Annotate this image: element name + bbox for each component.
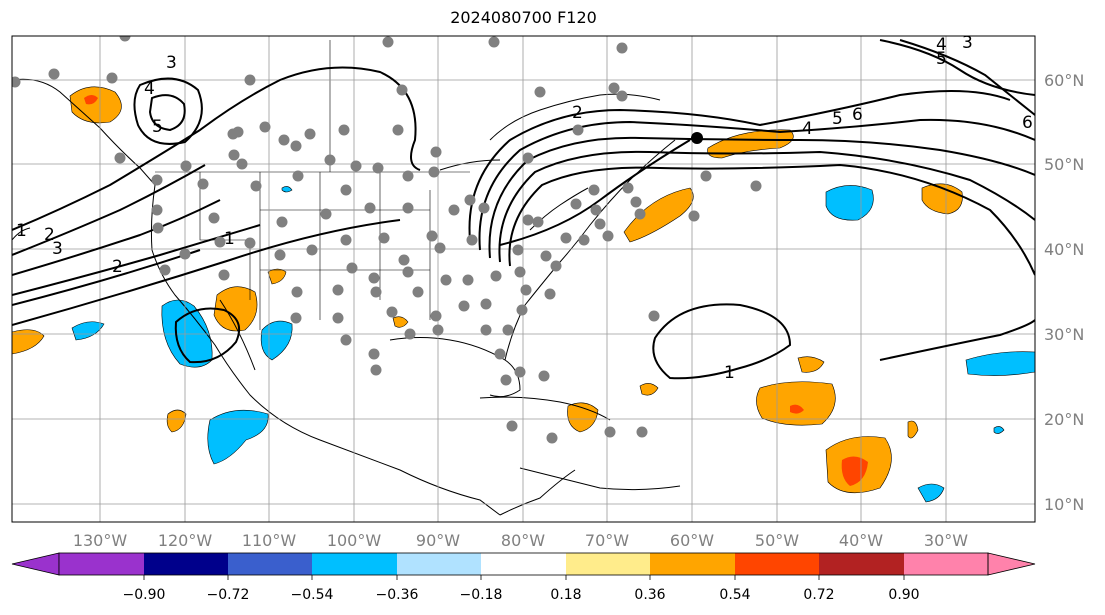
colorbar-frame	[58, 552, 989, 576]
contour-label-2: 2	[44, 225, 55, 245]
contour-label-5: 5	[832, 109, 843, 129]
contour-label-1: 1	[16, 221, 27, 241]
contour-lines	[12, 39, 1035, 380]
contour-label-3: 3	[962, 33, 973, 53]
colorbar-tick-label: −0.54	[291, 587, 334, 603]
lon-tick-label: 100°W	[327, 531, 382, 550]
colorbar-bin	[228, 553, 312, 575]
colorbar-tick-label: 0.72	[803, 587, 834, 603]
colorbar-bin	[904, 553, 988, 575]
colorbar-bin	[144, 553, 228, 575]
contour-label-4: 4	[144, 79, 155, 99]
positive-anomaly-region	[69, 86, 122, 124]
positive-anomaly-region	[12, 329, 45, 355]
positive-anomaly-region	[639, 383, 659, 396]
positive-anomaly-region	[166, 409, 187, 433]
lat-tick-label: 20°N	[1044, 410, 1084, 429]
contour-label-4: 4	[936, 35, 947, 55]
colorbar-bin	[59, 553, 144, 575]
positive-anomaly-region	[707, 129, 794, 159]
contour-label-5: 5	[936, 49, 947, 69]
contour-center-marker	[691, 132, 703, 144]
latitude-labels: 60°N 50°N 40°N 30°N 20°N 10°N	[1044, 71, 1084, 514]
positive-anomaly-region	[392, 316, 409, 328]
colorbar-bin	[397, 553, 481, 575]
colorbar-tick-label: −0.18	[460, 587, 503, 603]
negative-anomaly-region	[965, 351, 1035, 376]
colorbar-bin	[566, 553, 650, 575]
contour-label-1: 1	[224, 229, 235, 249]
colorbar-bin	[735, 553, 819, 575]
lat-tick-label: 30°N	[1044, 325, 1084, 344]
lat-tick-label: 10°N	[1044, 495, 1084, 514]
positive-anomaly-region	[213, 286, 258, 332]
positive-anomaly-region	[623, 187, 694, 243]
contour-label-6: 6	[1022, 113, 1033, 133]
contour-label-3: 3	[166, 53, 177, 73]
colorbar-tick-label: −0.90	[123, 587, 166, 603]
contour-label-3: 3	[52, 239, 63, 259]
colorbar-extend-high	[987, 552, 1036, 576]
positive-anomaly-region	[267, 268, 287, 285]
lon-tick-label: 70°W	[585, 531, 629, 550]
lon-tick-label: 130°W	[73, 531, 128, 550]
negative-anomaly-region	[917, 483, 945, 503]
colorbar-tick-label: 0.18	[550, 587, 581, 603]
contour-label-2: 2	[112, 257, 123, 277]
colorbar-bin	[481, 553, 566, 575]
lat-tick-label: 60°N	[1044, 71, 1084, 90]
lon-tick-label: 90°W	[416, 531, 460, 550]
contour-label-4: 4	[802, 119, 813, 139]
positive-anomaly-core	[84, 95, 98, 105]
colorbar-tick-label: 0.36	[634, 587, 665, 603]
map-frame	[11, 35, 1036, 523]
shaded-anomalies	[12, 86, 1035, 503]
lon-tick-label: 110°W	[242, 531, 297, 550]
colorbar-tick-label: −0.72	[207, 587, 250, 603]
positive-anomaly-region	[907, 420, 919, 439]
positive-anomaly-core	[790, 404, 804, 414]
lon-tick-label: 120°W	[158, 531, 213, 550]
lon-tick-label: 50°W	[755, 531, 799, 550]
positive-anomaly-core	[841, 456, 868, 486]
positive-anomaly-region	[756, 381, 836, 426]
negative-anomaly-region	[281, 186, 293, 193]
lon-tick-label: 60°W	[670, 531, 714, 550]
map-title: 2024080700 F120	[450, 8, 597, 27]
negative-anomaly-region	[207, 409, 269, 465]
longitude-labels: 130°W 120°W 110°W 100°W 90°W 80°W 70°W 6…	[73, 531, 968, 550]
station-markers	[12, 36, 762, 444]
contour-label-5: 5	[152, 117, 163, 137]
contour-label-1: 1	[724, 363, 735, 383]
lon-tick-label: 80°W	[501, 531, 545, 550]
lon-tick-label: 30°W	[924, 531, 968, 550]
colorbar-tick-label: −0.36	[376, 587, 419, 603]
lon-tick-label: 40°W	[839, 531, 883, 550]
colorbar-bin	[312, 553, 397, 575]
colorbar-extend-low	[11, 552, 60, 576]
negative-anomaly-region	[71, 321, 105, 341]
positive-anomaly-region	[797, 356, 825, 373]
negative-anomaly-region	[825, 185, 874, 221]
contour-label-6: 6	[852, 105, 863, 125]
lat-tick-label: 50°N	[1044, 155, 1084, 174]
contour-label-2: 2	[572, 103, 583, 123]
colorbar-bin	[819, 553, 904, 575]
lat-tick-label: 40°N	[1044, 240, 1084, 259]
colorbar-tick-label: 0.54	[719, 587, 750, 603]
negative-anomaly-region	[993, 426, 1005, 434]
contour-labels: 1 1 1 2 2 2 3 3 3 4 4 4 5 5 5 6 6	[16, 33, 1033, 383]
colorbar-tick-label: 0.90	[888, 587, 919, 603]
colorbar-bin	[650, 553, 735, 575]
colorbar: −0.90 −0.72 −0.54 −0.36 −0.18 0.18 0.36 …	[11, 552, 1036, 603]
